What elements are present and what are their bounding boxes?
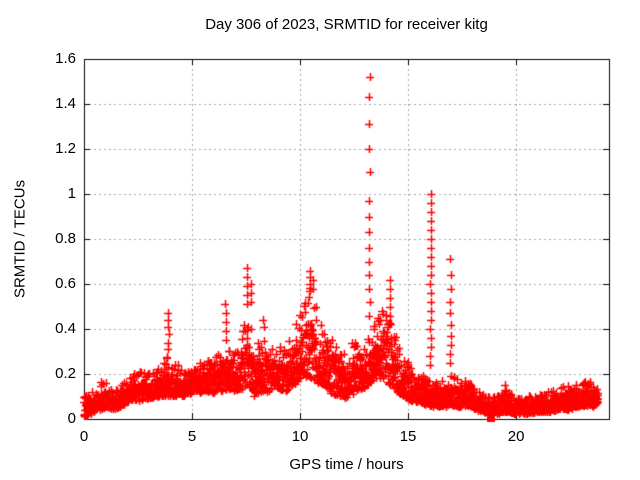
x-axis-label: GPS time / hours xyxy=(289,456,404,473)
y-tick-label: 1.2 xyxy=(55,140,76,157)
x-tick-label: 10 xyxy=(291,428,309,445)
y-tick-label: 0 xyxy=(67,410,76,427)
x-tick-label: 20 xyxy=(507,428,525,445)
x-tick-label: 0 xyxy=(79,428,89,445)
y-tick-label: 0.2 xyxy=(55,365,76,382)
y-tick-label: 0.8 xyxy=(55,230,76,247)
x-tick-label: 5 xyxy=(187,428,197,445)
chart-title: Day 306 of 2023, SRMTID for receiver kit… xyxy=(205,16,488,33)
y-tick-label: 1.6 xyxy=(55,50,76,67)
y-tick-label: 0.6 xyxy=(55,275,76,292)
y-tick-label: 0.4 xyxy=(55,320,76,337)
y-tick-label: 1 xyxy=(67,185,76,202)
y-tick-label: 1.4 xyxy=(55,95,76,112)
x-tick-label: 15 xyxy=(399,428,417,445)
